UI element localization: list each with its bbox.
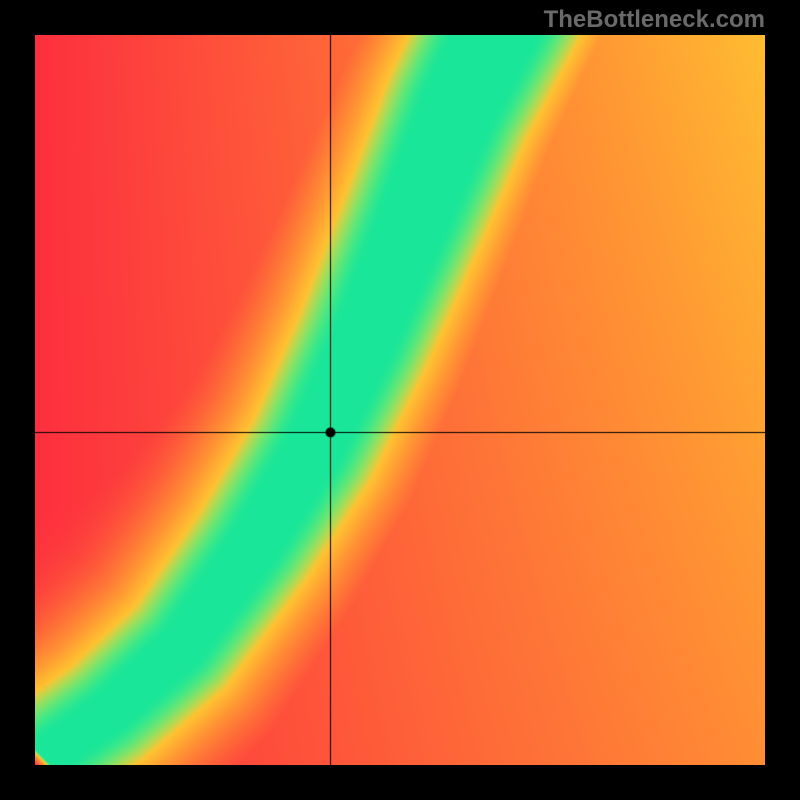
crosshair-overlay	[35, 35, 765, 765]
watermark-text: TheBottleneck.com	[544, 6, 765, 34]
chart-container: TheBottleneck.com	[0, 0, 800, 800]
